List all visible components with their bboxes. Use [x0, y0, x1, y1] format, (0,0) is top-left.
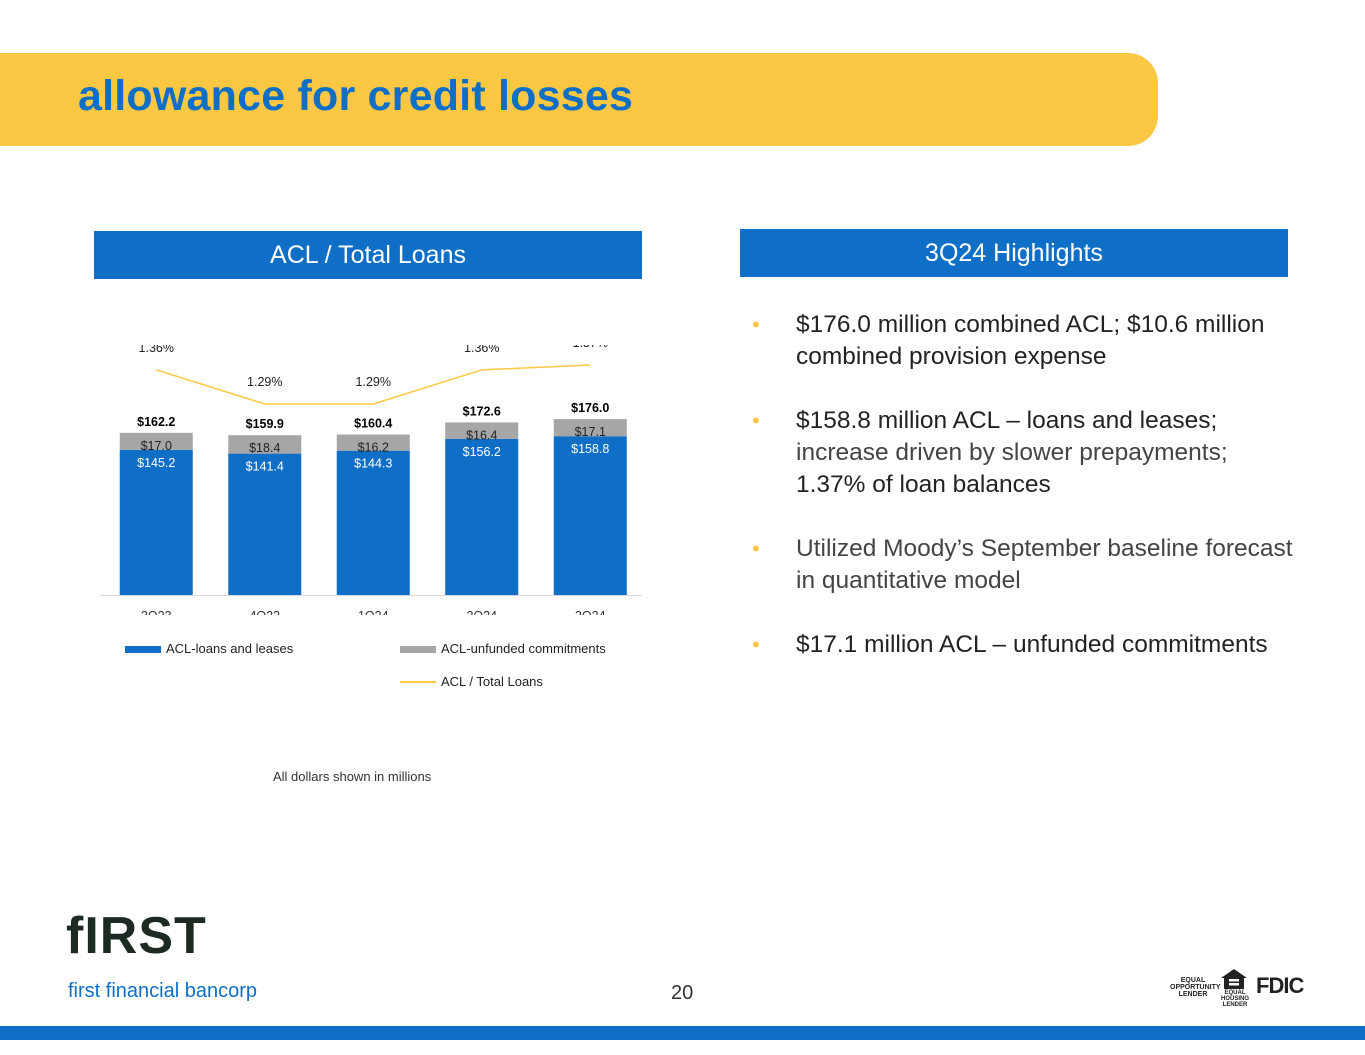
label-loans: $145.2 [137, 456, 175, 470]
legend-label-loans: ACL-loans and leases [166, 641, 294, 656]
label-unfunded: $17.0 [141, 439, 172, 453]
label-unfunded: $18.4 [249, 441, 280, 455]
legend-label-unfunded: ACL-unfunded commitments [441, 641, 606, 656]
bar-loans [119, 449, 193, 595]
label-ratio: 1.29% [356, 375, 391, 389]
bar-loans [228, 453, 302, 595]
equal-opportunity-lender-badge: EQUAL OPPORTUNITY LENDER [1170, 977, 1221, 998]
logo-wordmark: fIRST [66, 907, 207, 965]
legend-swatch-ratio [400, 681, 436, 683]
bullet-dot-icon: • [752, 632, 760, 657]
label-ratio: 1.36% [464, 345, 499, 355]
bar-loans [445, 438, 519, 595]
highlight-item: • $158.8 million ACL – loans and leases; i… [752, 407, 1228, 498]
highlights-list: • $176.0 million combined ACL; $10.6 mill… [752, 309, 1312, 693]
legend-swatch-loans [125, 646, 161, 653]
bar-loans [336, 450, 410, 595]
legend-label-ratio: ACL / Total Loans [441, 674, 543, 689]
bar-loans [553, 436, 627, 595]
equal-housing-icon [1221, 969, 1247, 989]
label-ratio: 1.36% [139, 345, 174, 355]
label-ratio: 1.37% [573, 345, 608, 350]
footer-bar [0, 1026, 1365, 1040]
label-unfunded: $16.2 [358, 441, 389, 455]
label-unfunded: $16.4 [466, 428, 497, 442]
label-loans: $158.8 [571, 442, 609, 456]
page-title: allowance for credit losses [78, 72, 634, 120]
page-number: 20 [671, 982, 694, 1004]
label-loans: $141.4 [246, 460, 284, 474]
footnote: All dollars shown in millions [273, 769, 432, 784]
highlight-item: • $17.1 million ACL – unfunded commitment… [752, 629, 1312, 661]
legend-swatch-unfunded [400, 646, 436, 653]
x-tick-label: 3Q24 [575, 609, 606, 615]
label-loans: $156.2 [463, 445, 501, 459]
highlights-panel-header: 3Q24 Highlights [740, 229, 1288, 277]
bar-unfunded [445, 422, 519, 439]
bar-unfunded [553, 419, 627, 437]
bar-unfunded [336, 434, 410, 451]
x-tick-label: 4Q23 [249, 609, 280, 615]
label-total: $159.9 [246, 417, 284, 431]
bullet-dot-icon: • [752, 312, 760, 337]
equal-housing-lender-badge: EQUAL HOUSING LENDER [1220, 990, 1249, 1008]
label-unfunded: $17.1 [575, 425, 606, 439]
label-ratio: 1.29% [247, 375, 282, 389]
bullet-dot-icon: • [752, 536, 760, 561]
label-total: $172.6 [463, 404, 501, 418]
x-tick-label: 3Q23 [141, 609, 172, 615]
bar-unfunded [119, 432, 193, 450]
ratio-line [156, 364, 591, 405]
label-total: $162.2 [137, 415, 175, 429]
fdic-badge: FDIC [1256, 973, 1304, 998]
x-tick-label: 1Q24 [358, 609, 389, 615]
title-band [0, 53, 1158, 146]
highlight-item: • Utilized Moody’s September baseline for… [752, 535, 1293, 594]
x-tick-label: 2Q24 [466, 609, 497, 615]
label-loans: $144.3 [354, 457, 392, 471]
bar-unfunded [228, 435, 302, 454]
bullet-dot-icon: • [752, 408, 760, 433]
company-name: first financial bancorp [68, 980, 257, 1002]
label-total: $176.0 [571, 401, 609, 415]
chart-panel-header: ACL / Total Loans [94, 231, 642, 279]
highlight-item: • $176.0 million combined ACL; $10.6 mill… [752, 311, 1265, 370]
label-total: $160.4 [354, 417, 392, 431]
acl-chart: $145.2 $17.0 $162.2 3Q23 $141.4 $18.4 $159.9 4Q… [100, 345, 642, 615]
